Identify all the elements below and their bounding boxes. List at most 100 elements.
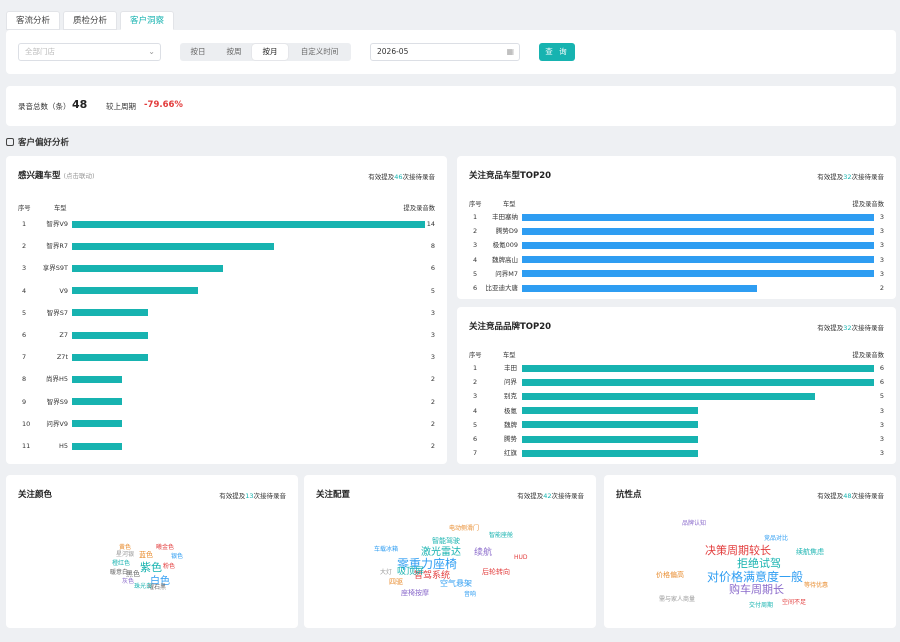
color-word[interactable]: 暖意白: [110, 569, 129, 576]
competitor-brand-row-index: 7: [473, 449, 478, 458]
resist-word[interactable]: 对价格满意度一般: [707, 570, 804, 584]
color-word[interactable]: 紫色: [140, 561, 162, 574]
segment-0[interactable]: 按日: [190, 47, 206, 56]
interest-model-bar: [72, 420, 123, 428]
interest-model-row[interactable]: 5 智界S7 3: [6, 308, 447, 318]
tab-2[interactable]: 客户洞察: [120, 11, 175, 30]
interest-model-row[interactable]: 11 H5 2: [6, 441, 447, 451]
interest-model-row[interactable]: 9 智界S9 2: [6, 397, 447, 407]
competitor-brand-row-index: 1: [473, 364, 478, 372]
config-word[interactable]: 四驱: [389, 578, 403, 586]
interest-model-row[interactable]: 10 问界V9 2: [6, 419, 447, 429]
query-button[interactable]: 查 询: [539, 43, 575, 61]
competitor-model-row[interactable]: 4 魏牌高山 3: [457, 255, 896, 265]
resist-word[interactable]: 需与家人商量: [659, 596, 696, 603]
competitor-model-row-index: 3: [473, 241, 478, 250]
competitor-model-row[interactable]: 2 腾势D9 3: [457, 226, 896, 236]
config-word[interactable]: 激光雷达: [421, 547, 461, 558]
competitor-model-row-value: 3: [879, 227, 884, 236]
config-word[interactable]: 智能驾驶: [432, 537, 460, 545]
section-icon: [6, 138, 14, 146]
resist-word[interactable]: 决策周期较长: [705, 544, 771, 557]
color-word[interactable]: 粉色: [163, 563, 176, 570]
config-word[interactable]: 大灯: [380, 569, 393, 576]
color-word[interactable]: 银色: [171, 553, 184, 560]
interest-model-row[interactable]: 6 Z7 3: [6, 330, 447, 340]
competitor-brand-row[interactable]: 6 腾势 3: [457, 434, 896, 444]
config-card: 关注配置 有效提及42次接待录音 零重力座椅 激光雷达 续航 智驾系统 吸顶屏 空气悬架 四驱 后…: [304, 475, 596, 628]
competitor-model-row-index: 6: [473, 284, 478, 292]
config-word[interactable]: HUD: [514, 554, 528, 561]
tab-1[interactable]: 质检分析: [63, 11, 118, 30]
resist-word[interactable]: 续航焦虑: [796, 548, 824, 556]
interest-model-bar: [72, 220, 425, 228]
month-picker[interactable]: 2026-05 ▦: [370, 43, 520, 61]
config-word[interactable]: 音响: [464, 591, 477, 598]
config-word[interactable]: 车载冰箱: [374, 546, 399, 553]
color-word[interactable]: 黄色: [119, 544, 132, 551]
competitor-brand-row[interactable]: 3 别克 5: [457, 391, 896, 401]
color-word[interactable]: 曜石黑: [148, 584, 167, 591]
competitor-model-row[interactable]: 3 极氪009 3: [457, 240, 896, 250]
competitor-brand-row[interactable]: 7 红旗 3: [457, 448, 896, 458]
interest-model-row[interactable]: 3 享界S9T 6: [6, 263, 447, 273]
color-word[interactable]: 蓝色: [139, 551, 153, 559]
interest-model-row[interactable]: 8 尚界H5 2: [6, 374, 447, 384]
segment-1[interactable]: 按周: [226, 47, 242, 56]
interest-model-row-value: 6: [430, 264, 435, 273]
tab-0[interactable]: 客流分析: [6, 11, 61, 30]
competitor-brand-row[interactable]: 1 丰田 6: [457, 363, 896, 373]
resist-note-suffix: 次接待录音: [851, 492, 885, 500]
competitor-model-row[interactable]: 5 问界M7 3: [457, 269, 896, 279]
interest-model-row-value: 5: [430, 286, 435, 295]
resist-word[interactable]: 品牌认知: [682, 520, 707, 527]
competitor-brand-row[interactable]: 4 极氪 3: [457, 406, 896, 416]
color-word[interactable]: 白色: [150, 576, 170, 587]
resist-word[interactable]: 等待优惠: [804, 582, 829, 589]
interest-model-row-name: 尚界H5: [45, 375, 68, 384]
color-word[interactable]: 灰色: [122, 578, 135, 585]
color-word[interactable]: 星河银: [116, 551, 135, 558]
resist-word[interactable]: 竞品对比: [764, 535, 789, 542]
interest-model-bar: [72, 287, 199, 295]
resist-word[interactable]: 购车周期长: [729, 583, 784, 596]
competitor-brand-title-text: 关注竞品品牌TOP20: [469, 322, 552, 332]
interest-model-row[interactable]: 7 Z7t 3: [6, 352, 447, 362]
resist-word[interactable]: 拒绝试驾: [737, 557, 781, 570]
competitor-brand-row-value: 5: [879, 392, 884, 401]
interest-model-row-index: 8: [22, 375, 27, 384]
interest-model-row-index: 4: [22, 286, 27, 295]
config-word[interactable]: 后轮转向: [482, 568, 510, 576]
colors-card: 关注颜色 有效提及13次接待录音 紫色 白色 蓝色 黑色 橙红色 黄色 曜石黑 灰色 银色 粉色 珠光白…: [6, 475, 298, 628]
config-word[interactable]: 续航: [474, 548, 493, 558]
interest-model-row[interactable]: 2 智界R7 8: [6, 241, 447, 251]
interest-model-row-name: H5: [58, 442, 68, 450]
segment-2[interactable]: 按月: [252, 44, 288, 60]
color-word[interactable]: 橙红色: [112, 560, 131, 567]
config-word[interactable]: 智驾系统: [414, 571, 451, 581]
total-label: 录音总数（条）: [18, 102, 71, 111]
competitor-brand-row[interactable]: 2 问界 6: [457, 377, 896, 387]
color-word[interactable]: 黑色: [126, 570, 140, 578]
config-word[interactable]: 座椅按摩: [401, 589, 429, 597]
color-word[interactable]: 珠光白: [134, 583, 153, 590]
config-word[interactable]: 电动侧滑门: [449, 525, 480, 532]
competitor-brand-row[interactable]: 5 魏牌 3: [457, 420, 896, 430]
interest-model-row[interactable]: 1 智界V9 14: [6, 219, 447, 229]
config-word[interactable]: 空气悬架: [440, 579, 472, 588]
resist-word[interactable]: 价格偏高: [656, 571, 684, 579]
competitor-model-row[interactable]: 1 丰田塞纳 3: [457, 212, 896, 222]
interest-model-row[interactable]: 4 V9 5: [6, 286, 447, 296]
competitor-brands-card: 关注竞品品牌TOP20 有效提及32次接待录音 序号 车型 提及录音数 1 丰田 6 2 问界 6 3…: [457, 307, 896, 464]
config-word[interactable]: 智能座舱: [489, 532, 514, 539]
config-word[interactable]: 零重力座椅: [397, 557, 458, 571]
store-select[interactable]: 全部门店 ⌄: [18, 43, 161, 61]
competitor-brand-row-value: 6: [879, 378, 884, 387]
resist-word[interactable]: 空间不足: [782, 599, 807, 606]
color-word[interactable]: 曦金色: [156, 544, 175, 551]
segment-3[interactable]: 自定义时间: [300, 47, 339, 56]
config-word[interactable]: 吸顶屏: [397, 567, 425, 577]
competitor-models-card: 关注竞品车型TOP20 有效提及32次接待录音 序号 车型 提及录音数 1 丰田塞纳 3 2 腾势…: [457, 156, 896, 299]
competitor-model-row[interactable]: 6 比亚迪大唐 2: [457, 283, 896, 293]
resist-word[interactable]: 交付周期: [749, 602, 774, 609]
